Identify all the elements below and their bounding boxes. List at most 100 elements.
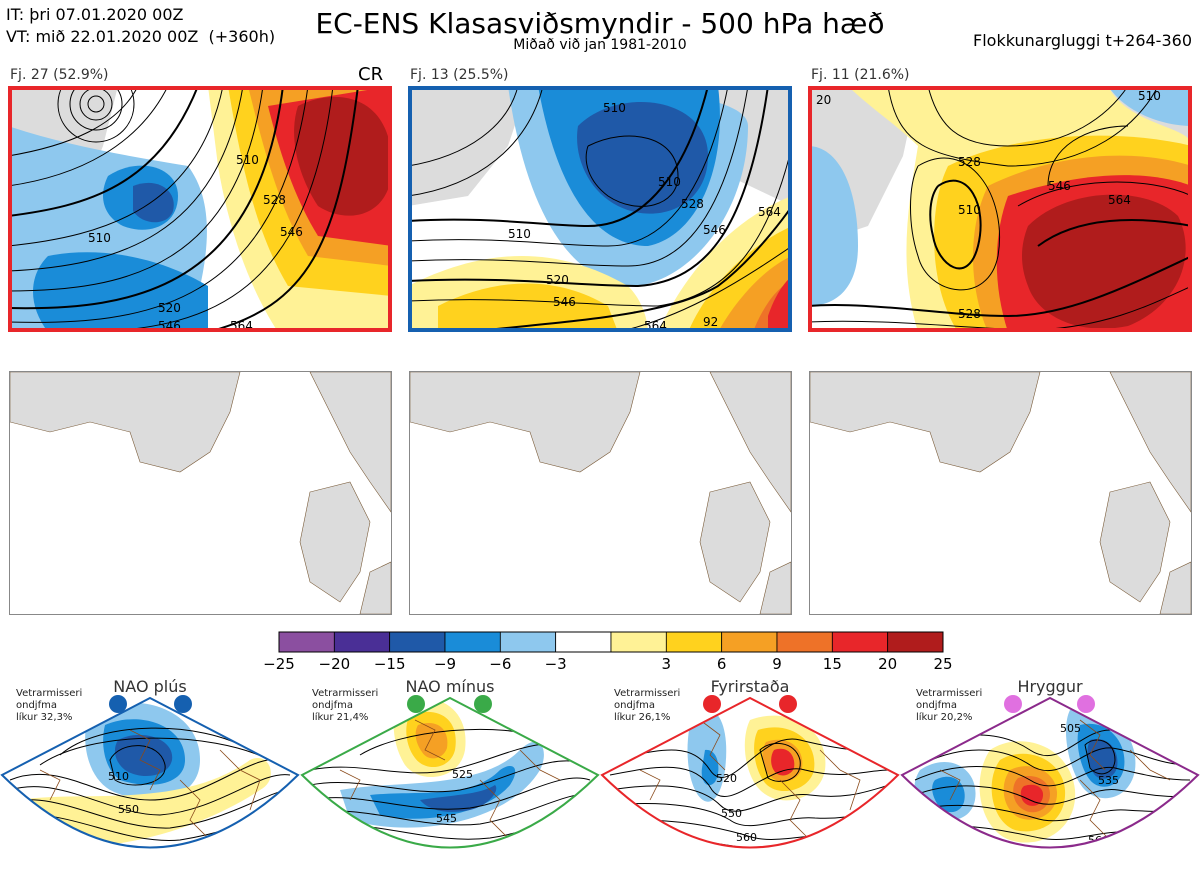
cluster-1-label: Fj. 27 (52.9%): [10, 67, 109, 83]
contour-label: 510: [236, 153, 259, 167]
land-british-isles: [299, 481, 371, 603]
height-contours: [408, 86, 792, 332]
regime-border: [900, 696, 1200, 849]
colorbar-cell: [389, 631, 446, 653]
header-init-valid: IT: þri 07.01.2020 00Z VT: mið 22.01.202…: [6, 4, 275, 48]
anomaly-neg-9: [420, 785, 497, 812]
contour-label: 528: [263, 193, 286, 207]
coastlines: [939, 719, 1171, 841]
land-scandinavia: [1109, 372, 1191, 513]
colorbar-cell: [333, 631, 391, 653]
land-scandinavia: [709, 372, 791, 513]
contour-label: 528: [681, 197, 704, 211]
contour-label: 564: [758, 205, 781, 219]
contour-label: 550: [721, 807, 742, 820]
regime-marker: [407, 695, 425, 713]
colorbar-tick-label: −20: [318, 655, 351, 673]
anomaly-neg-3: [808, 146, 858, 306]
contour-label: 560: [736, 831, 757, 844]
colorbar-cell: [499, 631, 557, 653]
coastlines: [639, 719, 861, 841]
regime-1-title: NAO plús: [113, 677, 187, 696]
contour-label: 565: [445, 849, 466, 862]
regime-border: [600, 696, 900, 849]
regime-marker: [779, 695, 797, 713]
contour-label: 92: [703, 315, 718, 329]
empty-map-2: [409, 371, 792, 615]
contour-label: 528: [958, 155, 981, 169]
anomaly-neg-3c: [1010, 848, 1045, 864]
anomaly-pos-20: [1020, 784, 1044, 806]
land-greenland: [810, 372, 1041, 473]
land-greenland: [10, 372, 241, 473]
colorbar-tick-label: 15: [822, 655, 842, 673]
colorbar-tick-label: −3: [544, 655, 567, 673]
land-british-isles: [699, 481, 771, 603]
contour-label: 510: [603, 101, 626, 115]
colorbar-tick-label: −15: [373, 655, 406, 673]
regime-4-title: Hryggur: [1017, 677, 1083, 696]
valid-time: VT: mið 22.01.2020 00Z (+360h): [6, 27, 276, 46]
contour-label: 510: [108, 770, 129, 783]
regime-4-note: Vetrarmisseri ondjfma líkur 20,2%: [916, 688, 983, 723]
contour-label: 535: [1098, 774, 1119, 787]
colorbar-cell: [831, 631, 889, 653]
contour-label: 520: [546, 273, 569, 287]
contour-label: 20: [816, 93, 831, 107]
height-contours: [8, 86, 359, 332]
empty-map-3: [809, 371, 1192, 615]
colorbar-tick-label: 25: [933, 655, 953, 673]
colorbar-tick-label: 20: [878, 655, 898, 673]
contour-label: 520: [716, 772, 737, 785]
cluster-3-map: 528 510 546 564 528 20 510: [808, 86, 1192, 332]
regime-marker: [109, 695, 127, 713]
regime-3-title: Fyrirstaða: [710, 677, 790, 696]
cluster-1-tag: CR: [358, 64, 384, 85]
contour-label: 510: [508, 227, 531, 241]
cluster-border: [8, 86, 392, 332]
land-greenland: [410, 372, 641, 473]
colorbar-cell: [887, 631, 944, 653]
regime-border: [300, 696, 600, 849]
anomaly-neg-9: [114, 734, 173, 776]
page-subtitle: Miðað við jan 1981-2010: [513, 37, 687, 53]
cluster-3-label: Fj. 11 (21.6%): [811, 67, 910, 83]
clustering-window: Flokkunargluggi t+264-360: [973, 31, 1192, 50]
colorbar-tick-label: 6: [716, 655, 727, 673]
colorbar-tick-label: −6: [489, 655, 512, 673]
coastlines: [339, 719, 561, 841]
contour-label: 546: [280, 225, 303, 239]
contour-label: 545: [436, 812, 457, 825]
anomaly-neg-9b: [1087, 739, 1118, 779]
colorbar-cell: [555, 631, 612, 653]
colorbar-tick-label: 3: [661, 655, 672, 673]
height-contours: [808, 86, 1192, 331]
contour-label: 520: [158, 301, 181, 315]
anomaly-neg-3b: [1108, 86, 1192, 126]
empty-map-1: [9, 371, 392, 615]
regime-marker: [474, 695, 492, 713]
cluster-1-map: 510 510 520 528 546 546 564: [8, 86, 392, 332]
contour-label: 528: [958, 307, 981, 321]
anomaly-neg-6: [33, 252, 208, 332]
cluster-2-map: 510 510 520 528 546 546 564 92 564 510: [408, 86, 792, 332]
regime-marker: [1077, 695, 1095, 713]
contour-label: 546: [703, 223, 726, 237]
contour-label: 510: [658, 175, 681, 189]
colorbar-tick-label: 9: [772, 655, 782, 673]
regime-3-note: Vetrarmisseri ondjfma líkur 26,1%: [614, 688, 681, 723]
colorbar-cell: [610, 631, 667, 653]
colorbar-cell: [278, 631, 335, 653]
cluster-border: [808, 86, 1192, 332]
anomaly-neg-9: [577, 102, 708, 214]
cluster-border: [408, 86, 792, 332]
land-europe: [1159, 561, 1191, 614]
regime-marker: [703, 695, 721, 713]
colorbar-cell: [776, 631, 833, 653]
contour-label: 510: [958, 203, 981, 217]
colorbar: [278, 631, 944, 653]
colorbar-cell: [665, 631, 723, 653]
contour-label: 525: [452, 768, 473, 781]
page-title: EC-ENS Klasasviðsmyndir - 500 hPa hæð: [315, 7, 885, 40]
anomaly-pos-3: [20, 757, 271, 847]
